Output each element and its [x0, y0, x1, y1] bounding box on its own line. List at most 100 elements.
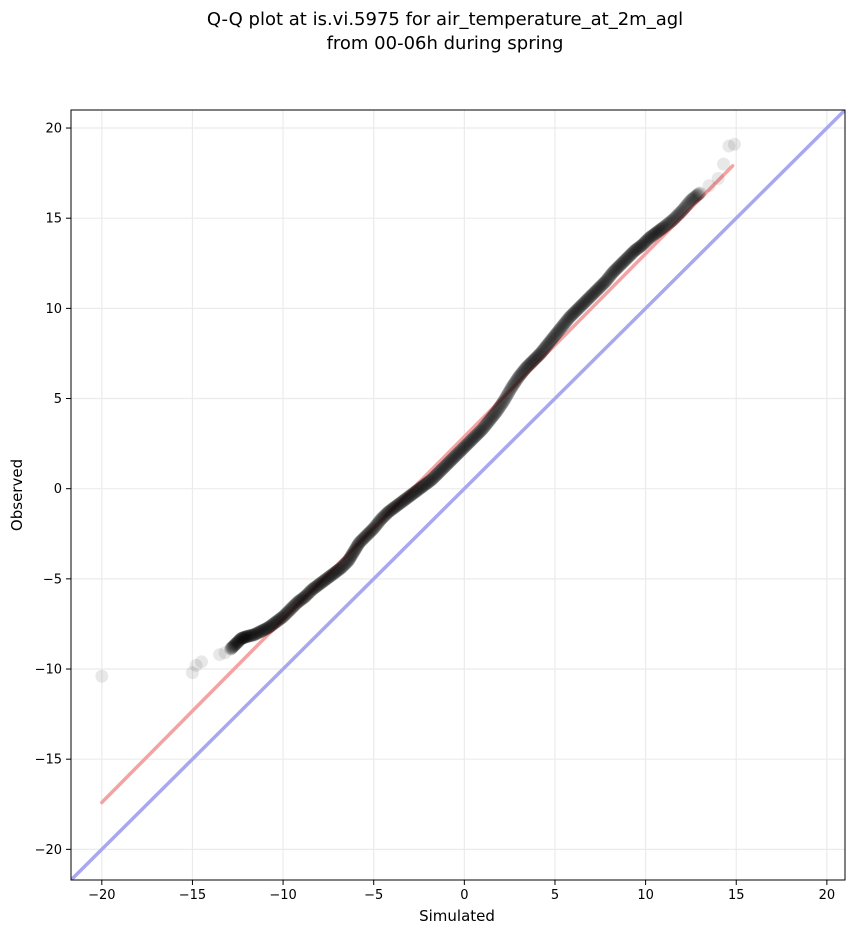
quantile-point	[337, 558, 351, 572]
quantile-point	[343, 552, 357, 566]
quantile-point	[395, 495, 409, 509]
quantile-point	[439, 458, 453, 472]
quantile-point	[583, 290, 597, 304]
quantile-point	[615, 256, 629, 270]
quantile-point	[276, 610, 290, 624]
quantile-point	[386, 502, 400, 516]
quantile-point	[402, 489, 416, 503]
quantile-point	[604, 268, 618, 282]
quantile-point	[229, 636, 243, 650]
quantile-point	[611, 261, 625, 275]
quantile-point	[232, 634, 246, 648]
quantile-point	[565, 308, 579, 322]
quantile-point	[483, 413, 497, 427]
quantile-point	[357, 531, 371, 545]
quantile-point	[285, 601, 299, 615]
quantile-point	[472, 425, 486, 439]
quantile-point	[596, 277, 610, 291]
quantile-point	[406, 487, 420, 501]
quantile-point	[342, 553, 356, 567]
quantile-point	[473, 425, 487, 439]
quantile-point	[561, 312, 575, 326]
quantile-point	[521, 359, 535, 373]
quantile-point	[622, 249, 636, 263]
quantile-point	[374, 512, 388, 526]
quantile-point	[683, 195, 697, 209]
quantile-point	[298, 589, 312, 603]
quantile-point	[523, 357, 537, 371]
quantile-point	[515, 366, 529, 380]
quantile-point	[595, 278, 609, 292]
quantile-point	[494, 398, 508, 412]
quantile-point	[348, 542, 362, 556]
quantile-point	[641, 232, 655, 246]
quantile-point	[478, 419, 492, 433]
quantile-point	[264, 619, 278, 633]
quantile-point	[412, 482, 426, 496]
quantile-point	[612, 259, 626, 273]
quantile-point	[646, 228, 660, 242]
quantile-point	[576, 297, 590, 311]
quantile-point	[288, 598, 302, 612]
quantile-point	[281, 605, 295, 619]
quantile-point	[685, 193, 699, 207]
quantile-point	[234, 632, 248, 646]
quantile-point	[467, 430, 481, 444]
quantile-point	[612, 260, 626, 274]
quantile-point	[273, 612, 287, 626]
quantile-point	[275, 611, 289, 625]
quantile-point	[445, 452, 459, 466]
quantile-point	[286, 599, 300, 613]
quantile-point	[455, 443, 469, 457]
quantile-point	[437, 460, 451, 474]
quantile-point	[559, 315, 573, 329]
quantile-point	[550, 326, 564, 340]
quantile-point	[346, 545, 360, 559]
quantile-point	[384, 503, 398, 517]
quantile-point	[363, 525, 377, 539]
quantile-point	[305, 583, 319, 597]
quantile-point	[552, 323, 566, 337]
quantile-point	[367, 521, 381, 535]
quantile-point	[463, 435, 477, 449]
quantile-point	[489, 405, 503, 419]
quantile-point	[369, 519, 383, 533]
quantile-point	[501, 386, 515, 400]
quantile-point	[320, 571, 334, 585]
quantile-point	[601, 272, 615, 286]
quantile-point	[633, 239, 647, 253]
quantile-point	[350, 539, 364, 553]
quantile-point	[559, 314, 573, 328]
quantile-point	[538, 341, 552, 355]
quantile-point	[693, 186, 707, 200]
quantile-point	[527, 353, 541, 367]
y-tick-label: −5	[43, 572, 62, 587]
quantile-point	[639, 235, 653, 249]
quantile-point	[361, 527, 375, 541]
quantile-point	[460, 438, 474, 452]
quantile-point	[419, 477, 433, 491]
quantile-point	[382, 504, 396, 518]
quantile-point	[676, 203, 690, 217]
quantile-point	[648, 227, 662, 241]
quantile-point	[277, 609, 291, 623]
quantile-point	[321, 571, 335, 585]
quantile-point	[503, 383, 517, 397]
quantile-point	[246, 628, 260, 642]
quantile-point	[324, 569, 338, 583]
quantile-point	[395, 495, 409, 509]
y-tick-label: 10	[45, 302, 62, 317]
quantile-point	[407, 486, 421, 500]
quantile-point	[599, 274, 613, 288]
quantile-point	[282, 604, 296, 618]
quantile-point	[550, 326, 564, 340]
quantile-point	[339, 556, 353, 570]
quantile-point	[486, 409, 500, 423]
quantile-point	[420, 477, 434, 491]
quantile-point	[645, 229, 659, 243]
quantile-point	[663, 215, 677, 229]
quantile-point	[625, 247, 639, 261]
quantile-point	[350, 540, 364, 554]
quantile-point	[368, 519, 382, 533]
quantile-point	[562, 310, 576, 324]
